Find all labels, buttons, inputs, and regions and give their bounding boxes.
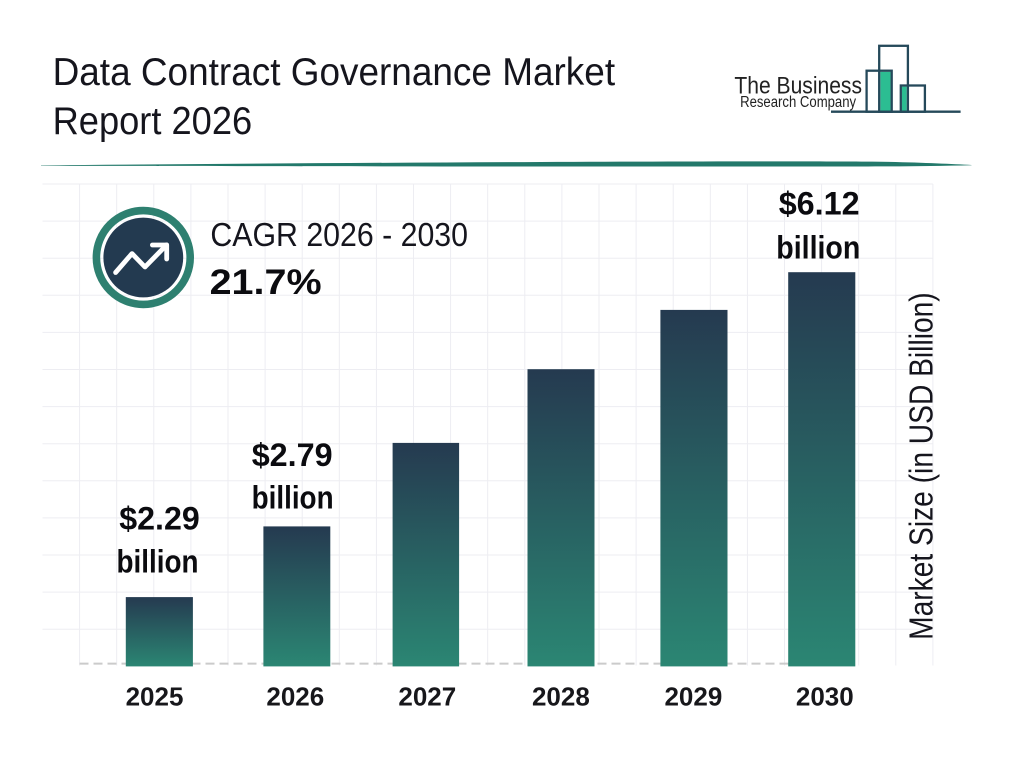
svg-text:2029: 2029 xyxy=(664,681,722,711)
svg-text:2027: 2027 xyxy=(398,681,456,711)
svg-text:$2.79: $2.79 xyxy=(252,437,333,473)
svg-text:2028: 2028 xyxy=(532,681,590,711)
svg-text:Research Company: Research Company xyxy=(740,94,856,111)
svg-text:2026: 2026 xyxy=(266,681,324,711)
svg-text:billion: billion xyxy=(252,479,334,515)
svg-text:$2.29: $2.29 xyxy=(119,500,200,536)
svg-text:The Business: The Business xyxy=(734,73,862,100)
svg-text:billion: billion xyxy=(776,230,860,266)
svg-text:Data Contract Governance Marke: Data Contract Governance Market xyxy=(53,51,616,94)
svg-text:CAGR 2026 - 2030: CAGR 2026 - 2030 xyxy=(210,217,468,254)
svg-text:Market Size (in USD Billion): Market Size (in USD Billion) xyxy=(903,292,940,640)
svg-text:2030: 2030 xyxy=(796,681,854,711)
svg-text:21.7%: 21.7% xyxy=(210,263,322,302)
svg-text:$6.12: $6.12 xyxy=(779,185,860,221)
svg-text:2025: 2025 xyxy=(126,681,184,711)
svg-text:Report 2026: Report 2026 xyxy=(53,100,253,143)
svg-text:billion: billion xyxy=(117,543,199,579)
